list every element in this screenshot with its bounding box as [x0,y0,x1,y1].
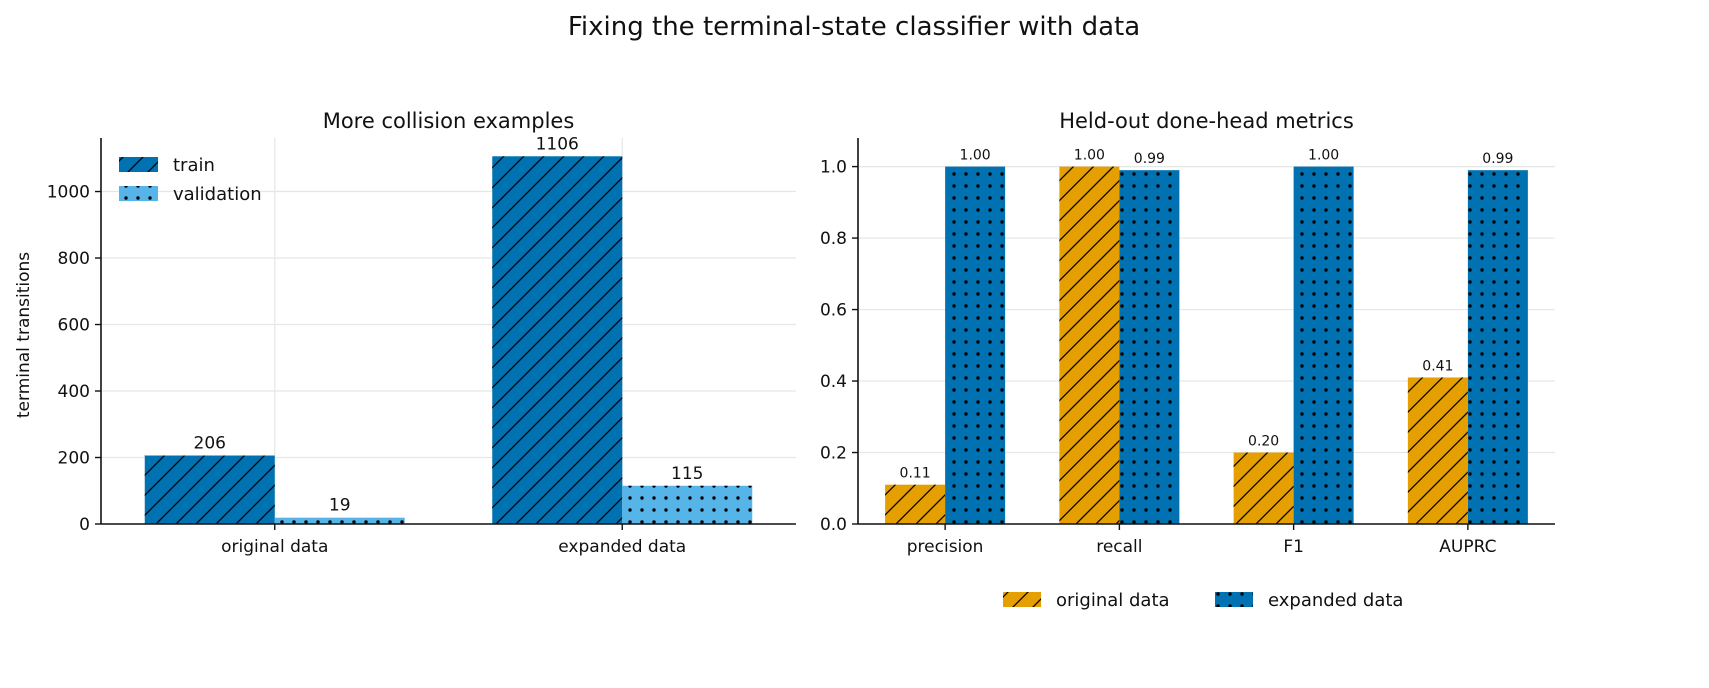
legend-swatch-pattern-train [119,157,158,172]
y-tick-label: 1.0 [820,158,847,178]
x-tick-label: expanded data [558,537,686,557]
data-label: 0.20 [1248,434,1279,450]
x-tick-label: F1 [1283,537,1304,557]
y-tick-label: 0.2 [820,444,847,464]
expanded-data-bar-recall-pattern [1119,170,1180,524]
legend: original data expanded data [1003,590,1403,611]
validation-bar-original-data-pattern [274,517,405,524]
expanded-data-bar-f1 [1293,166,1354,524]
y-tick-label: 200 [58,449,90,469]
data-label: 0.41 [1422,358,1453,374]
y-axis-label: terminal transitions [14,252,34,418]
y-tick-label: 800 [58,249,90,269]
expanded-data-bar-auprc-pattern [1467,170,1528,524]
data-label: 1.00 [960,148,991,164]
data-label: 0.11 [900,466,931,482]
original-data-bar-auprc [1407,377,1468,524]
expanded-data-bar-precision [945,166,1006,524]
y-tick-label: 1000 [47,183,90,203]
expanded-data-bar-precision-pattern [945,166,1006,524]
x-tick-label: original data [221,537,328,557]
panel-title: Held-out done-head metrics [1059,109,1354,133]
y-tick-label: 0.6 [820,301,847,321]
data-label: 115 [671,464,703,484]
expanded-data-bar-auprc [1467,170,1528,524]
original-data-bar-auprc-pattern [1407,377,1468,524]
y-tick-label: 0.4 [820,372,847,392]
x-tick-label: recall [1096,537,1142,557]
original-data-bar-f1-pattern [1233,452,1294,524]
original-data-bar-precision [885,484,946,524]
data-label: 206 [194,434,226,454]
y-tick-label: 0.0 [820,515,847,535]
data-label: 1.00 [1308,148,1339,164]
legend-swatch-pattern-validation [119,186,158,201]
legend-label-expanded-data: expanded data [1268,590,1403,611]
validation-bar-expanded-data [622,485,753,524]
train-bar-original-data-pattern [144,455,275,524]
y-tick-label: 0.8 [820,229,847,249]
original-data-bar-f1 [1233,452,1294,524]
data-label: 0.99 [1482,151,1513,167]
panel-collision-examples: 206 1106 19 115 0 200 400 600 800 1000 original da… [14,109,796,557]
train-bar-original-data [144,455,275,524]
data-label: 0.99 [1134,151,1165,167]
validation-bar-original-data [274,517,405,524]
panel-done-head-metrics: 0.11 1.00 0.20 0.41 1.00 0.99 1.00 0.99 0.0 0.2 0.… [820,109,1555,611]
panel-title: More collision examples [323,109,575,133]
y-tick-label: 600 [58,316,90,336]
data-label: 1106 [536,134,579,154]
original-data-bar-precision-pattern [885,484,946,524]
data-label: 1.00 [1074,148,1105,164]
legend-swatch-pattern-expanded-data [1215,592,1253,607]
legend-label-train: train [173,155,215,176]
train-bar-expanded-data [492,156,623,525]
train-bar-expanded-data-pattern [492,156,623,525]
expanded-data-bar-recall [1119,170,1180,524]
y-tick-label: 400 [58,382,90,402]
x-tick-label: precision [907,537,984,557]
legend: train validation [119,155,262,205]
expanded-data-bar-f1-pattern [1293,166,1354,524]
legend-label-original-data: original data [1056,590,1170,611]
data-label: 19 [329,496,351,516]
original-data-bar-recall [1059,166,1120,524]
legend-label-validation: validation [173,184,262,205]
validation-bar-expanded-data-pattern [622,485,753,524]
y-tick-label: 0 [79,515,90,535]
x-tick-label: AUPRC [1439,537,1496,557]
legend-swatch-pattern-original-data [1003,592,1041,607]
original-data-bar-recall-pattern [1059,166,1120,524]
figure-title: Fixing the terminal-state classifier wit… [568,12,1140,42]
